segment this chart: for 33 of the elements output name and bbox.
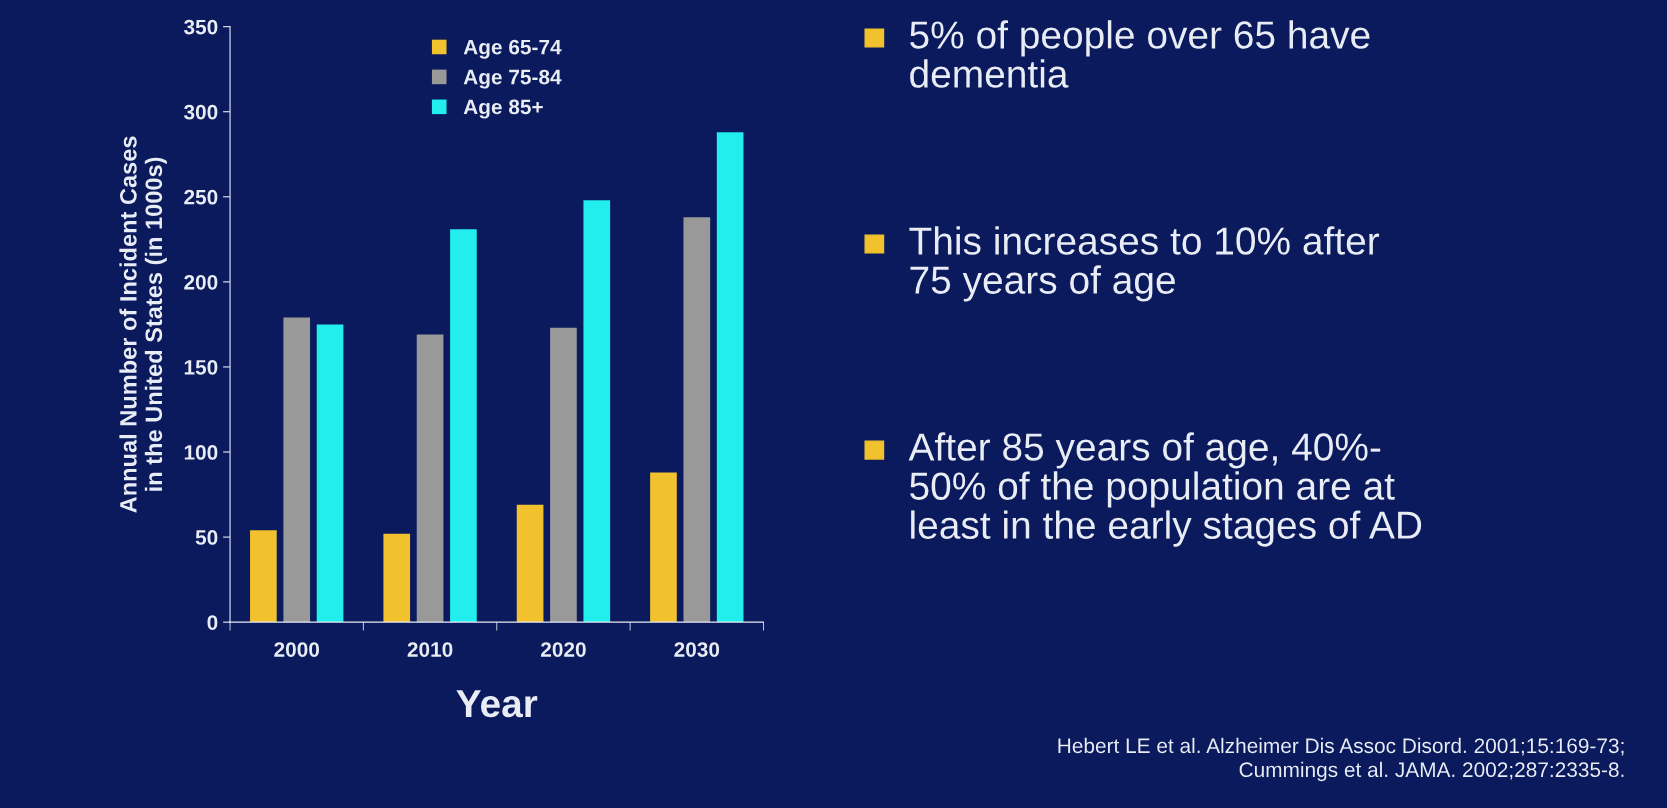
bar — [283, 317, 311, 623]
y-tick-label: 150 — [184, 359, 218, 375]
x-axis-title: Year — [456, 690, 538, 718]
legend-label: Age 65-74 — [463, 39, 562, 59]
y-tick-label: 50 — [195, 530, 218, 545]
bar — [316, 324, 344, 623]
text: 5% of people over 65 have dementia — [910, 20, 1370, 88]
bar — [416, 334, 444, 623]
text: Hebert LE et al. Alzheimer Dis Assoc Disord. 2001;15:169-73; Cummings et al. JAMA. 2002;287:2335-8. — [1058, 737, 1624, 782]
x-tick-label: 2010 — [407, 642, 453, 657]
y-tick-label: 0 — [207, 615, 218, 630]
x-tick-label: 2000 — [274, 642, 320, 657]
y-tick-label: 200 — [184, 274, 218, 290]
x-tick-label: 2030 — [674, 642, 720, 657]
bar — [583, 200, 611, 623]
text: After 85 years of age, 40%- 50% of the population are at least in the early stages of AD — [908, 432, 1422, 547]
bar — [250, 530, 277, 623]
text: This increases to 10% after 75 years of age — [909, 226, 1380, 302]
y-tick-label: 250 — [184, 189, 218, 205]
bar — [716, 132, 744, 623]
legend-label: Age 75-84 — [463, 69, 562, 89]
legend-label: Age 85+ — [463, 99, 543, 119]
y-tick-label: 350 — [183, 19, 218, 35]
y-tick-label: 300 — [183, 104, 218, 120]
bar — [550, 327, 577, 623]
bar — [383, 533, 411, 623]
bar — [450, 229, 477, 623]
bar — [683, 217, 711, 623]
y-axis-title: Annual Number of Incident Cases in the United States (in 1000s) — [119, 136, 167, 513]
bar — [516, 504, 544, 623]
y-tick-label: 100 — [184, 445, 218, 460]
x-tick-label: 2020 — [541, 642, 586, 657]
bar — [650, 472, 677, 623]
